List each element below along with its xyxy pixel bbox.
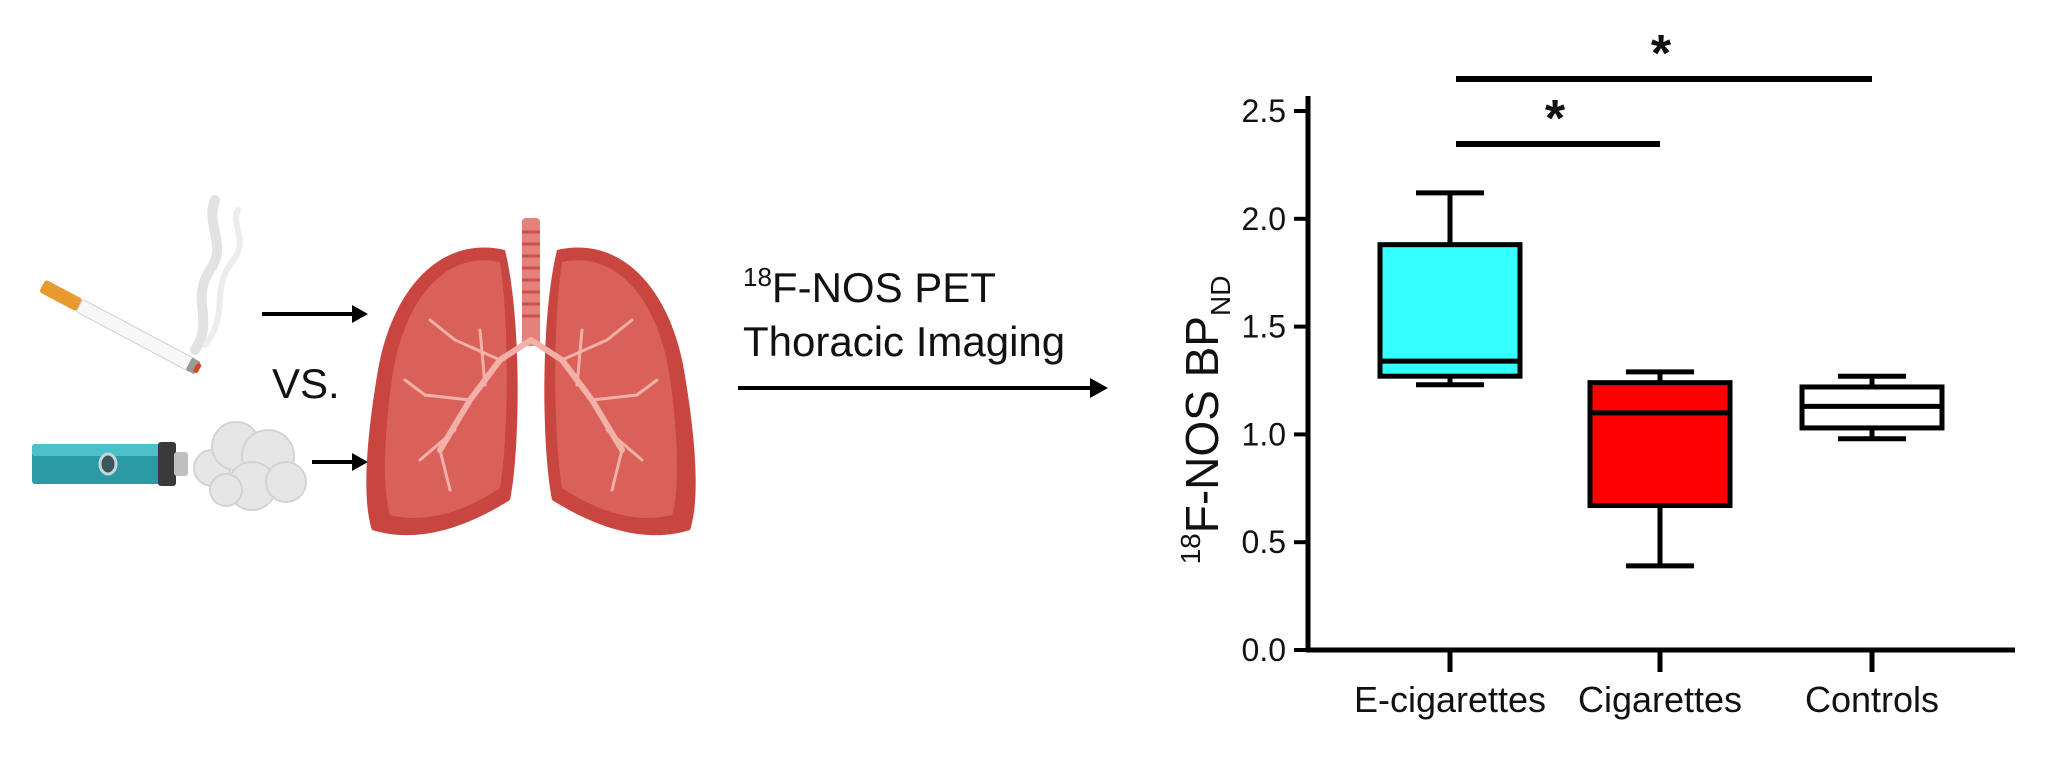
y-axis-label-subscript: ND: [1205, 276, 1236, 316]
e-cigarette-icon: [32, 442, 188, 486]
lungs-icon: [366, 218, 696, 536]
process-label-line2: Thoracic Imaging: [743, 318, 1066, 365]
y-tick-label: 0.0: [1242, 632, 1286, 668]
cigarette-icon: [40, 280, 202, 374]
process-label-superscript: 18: [743, 262, 772, 292]
chart-boxes: [1377, 190, 1945, 569]
box-cigarettes: [1587, 380, 1733, 509]
y-tick-label: 1.0: [1242, 416, 1286, 452]
x-tick-label: Cigarettes: [1578, 679, 1742, 720]
process-label-text: F-NOS PET: [771, 264, 996, 311]
significance-star: *: [1651, 25, 1672, 83]
y-axis-label-main: F-NOS BP: [1176, 316, 1228, 533]
y-axis-label: 18F-NOS BPND: [1175, 276, 1236, 565]
box-e-cigarettes: [1377, 242, 1523, 379]
y-tick-label: 1.5: [1242, 309, 1286, 345]
x-tick-label: E-cigarettes: [1354, 679, 1546, 720]
arrow-to-chart: [738, 378, 1108, 398]
y-tick-label: 2.5: [1242, 93, 1286, 129]
chart-axes: 0.0 0.5 1.0 1.5 2.0 2.5 E-cigarettes Cigarettes…: [1242, 93, 2015, 720]
smoke-wisp-icon: [190, 195, 243, 355]
x-tick-label: Controls: [1805, 679, 1939, 720]
process-label-line1: 18F-NOS PET: [743, 262, 996, 312]
y-tick-label: 2.0: [1242, 201, 1286, 237]
arrow-cigarette-to-lungs: [262, 305, 368, 323]
significance-star: *: [1545, 90, 1566, 148]
arrow-ecig-to-lungs: [312, 453, 368, 471]
vapor-cloud-icon: [193, 421, 307, 511]
y-axis-label-superscript: 18: [1175, 533, 1206, 564]
significance-brackets: **: [1456, 25, 1872, 148]
y-tick-label: 0.5: [1242, 524, 1286, 560]
comparison-label: VS.: [272, 360, 340, 407]
